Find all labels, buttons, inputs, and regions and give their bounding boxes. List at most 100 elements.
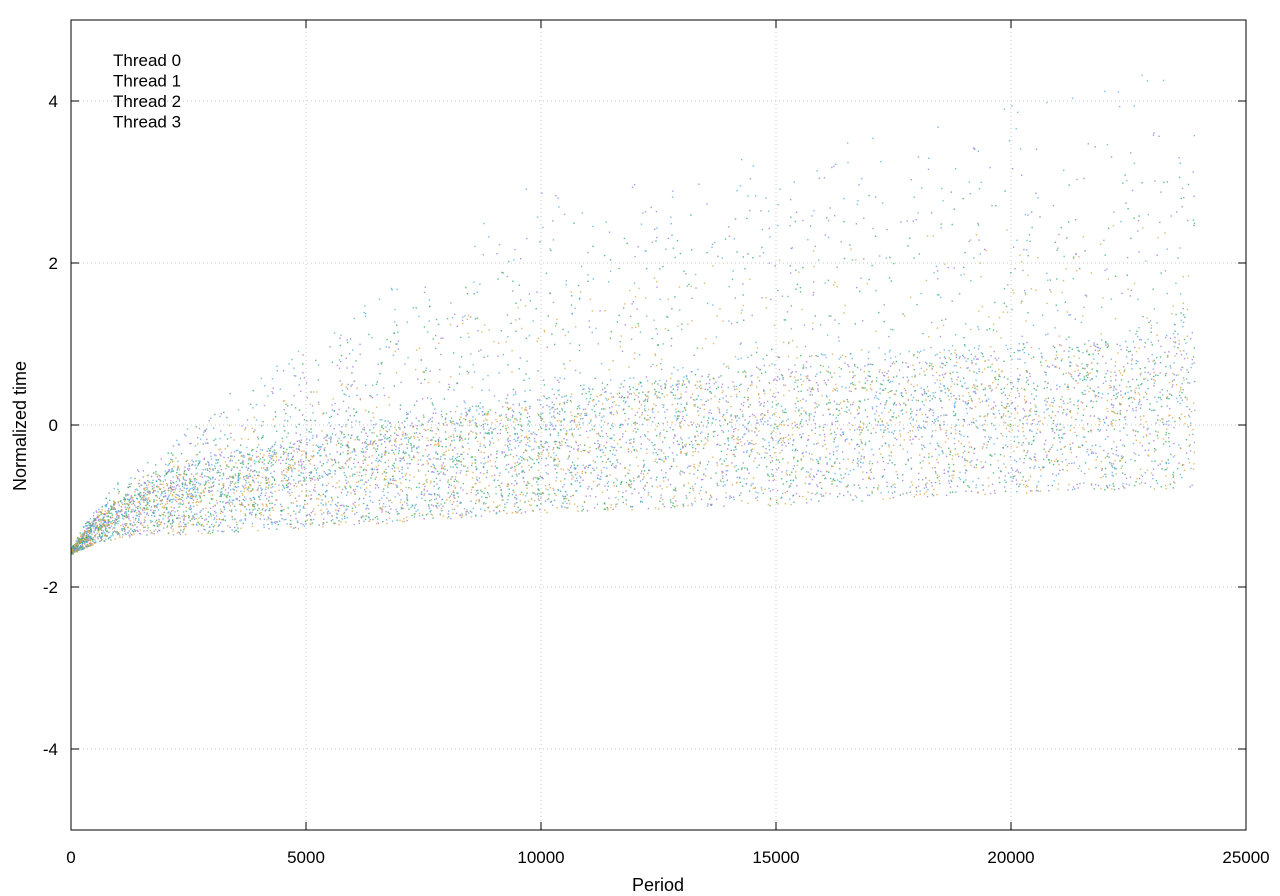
- data-point: [786, 490, 788, 493]
- data-point: [1162, 421, 1164, 424]
- data-point: [997, 383, 999, 386]
- data-point: [181, 483, 183, 485]
- data-point: [771, 406, 773, 408]
- data-point: [235, 498, 237, 500]
- data-point: [385, 452, 387, 454]
- data-point: [435, 498, 438, 500]
- data-point: [994, 492, 996, 494]
- data-point: [546, 441, 548, 444]
- data-point: [588, 391, 590, 393]
- data-point: [291, 358, 293, 361]
- data-point: [436, 494, 439, 496]
- data-point: [237, 409, 240, 411]
- data-point: [459, 366, 461, 368]
- data-point: [819, 426, 821, 428]
- data-point: [1149, 403, 1151, 405]
- data-point: [156, 476, 159, 478]
- data-point: [672, 384, 674, 387]
- data-point: [445, 413, 448, 415]
- data-point: [1069, 448, 1072, 451]
- data-point: [145, 486, 147, 489]
- data-point: [941, 374, 944, 376]
- data-point: [886, 400, 888, 402]
- data-point: [901, 409, 904, 411]
- data-point: [962, 400, 964, 402]
- data-point: [322, 504, 324, 506]
- data-point: [514, 440, 517, 442]
- data-point: [601, 430, 603, 432]
- data-point: [778, 378, 781, 380]
- data-point: [189, 478, 191, 480]
- data-point: [470, 316, 472, 318]
- data-point: [421, 491, 423, 493]
- data-point: [1031, 211, 1033, 213]
- data-point: [431, 420, 433, 423]
- data-point: [522, 477, 525, 479]
- data-point: [347, 491, 349, 493]
- data-point: [456, 480, 458, 482]
- data-point: [224, 519, 226, 522]
- data-point: [1110, 421, 1113, 423]
- data-point: [87, 539, 90, 542]
- data-point: [542, 477, 544, 480]
- data-point: [405, 478, 407, 481]
- data-point: [568, 445, 570, 447]
- data-point: [768, 262, 770, 264]
- data-point: [334, 459, 336, 461]
- data-point: [1035, 192, 1037, 194]
- data-point: [150, 475, 153, 478]
- data-point: [582, 408, 585, 411]
- data-point: [913, 369, 916, 371]
- data-point: [237, 481, 239, 484]
- data-point: [1105, 417, 1108, 419]
- data-point: [1111, 471, 1113, 474]
- data-point: [643, 417, 646, 419]
- data-point: [311, 522, 313, 524]
- data-point: [460, 431, 462, 433]
- data-point: [247, 453, 249, 455]
- data-point: [817, 462, 819, 464]
- data-point: [252, 407, 254, 409]
- data-point: [794, 449, 796, 452]
- data-point: [1024, 402, 1027, 404]
- data-point: [280, 510, 282, 512]
- data-point: [1031, 422, 1034, 425]
- data-point: [518, 403, 520, 405]
- data-point: [218, 479, 220, 481]
- data-point: [1027, 312, 1029, 314]
- data-point: [153, 533, 155, 535]
- data-point: [1191, 358, 1193, 361]
- data-point: [860, 461, 862, 463]
- data-point: [508, 493, 511, 495]
- data-point: [238, 474, 241, 476]
- data-point: [192, 489, 194, 491]
- data-point: [112, 534, 114, 537]
- data-point: [101, 535, 104, 537]
- data-point: [850, 439, 853, 441]
- data-point: [818, 177, 820, 179]
- data-point: [155, 471, 157, 473]
- data-point: [139, 491, 142, 494]
- data-point: [1013, 440, 1016, 443]
- data-point: [1126, 409, 1128, 412]
- data-point: [571, 434, 573, 436]
- data-point: [397, 340, 400, 342]
- data-point: [736, 251, 738, 253]
- data-point: [491, 431, 493, 433]
- data-point: [287, 432, 289, 434]
- data-point: [800, 374, 802, 376]
- data-point: [974, 447, 976, 450]
- data-point: [741, 485, 744, 487]
- data-point: [548, 428, 551, 430]
- data-point: [1136, 330, 1138, 332]
- data-point: [1129, 295, 1132, 297]
- data-point: [465, 470, 468, 473]
- data-point: [378, 459, 380, 461]
- data-point: [674, 397, 676, 400]
- data-point: [519, 462, 521, 464]
- data-point: [763, 389, 765, 391]
- data-point: [282, 451, 285, 453]
- data-point: [542, 226, 544, 229]
- data-point: [811, 387, 814, 389]
- data-point: [1029, 457, 1031, 459]
